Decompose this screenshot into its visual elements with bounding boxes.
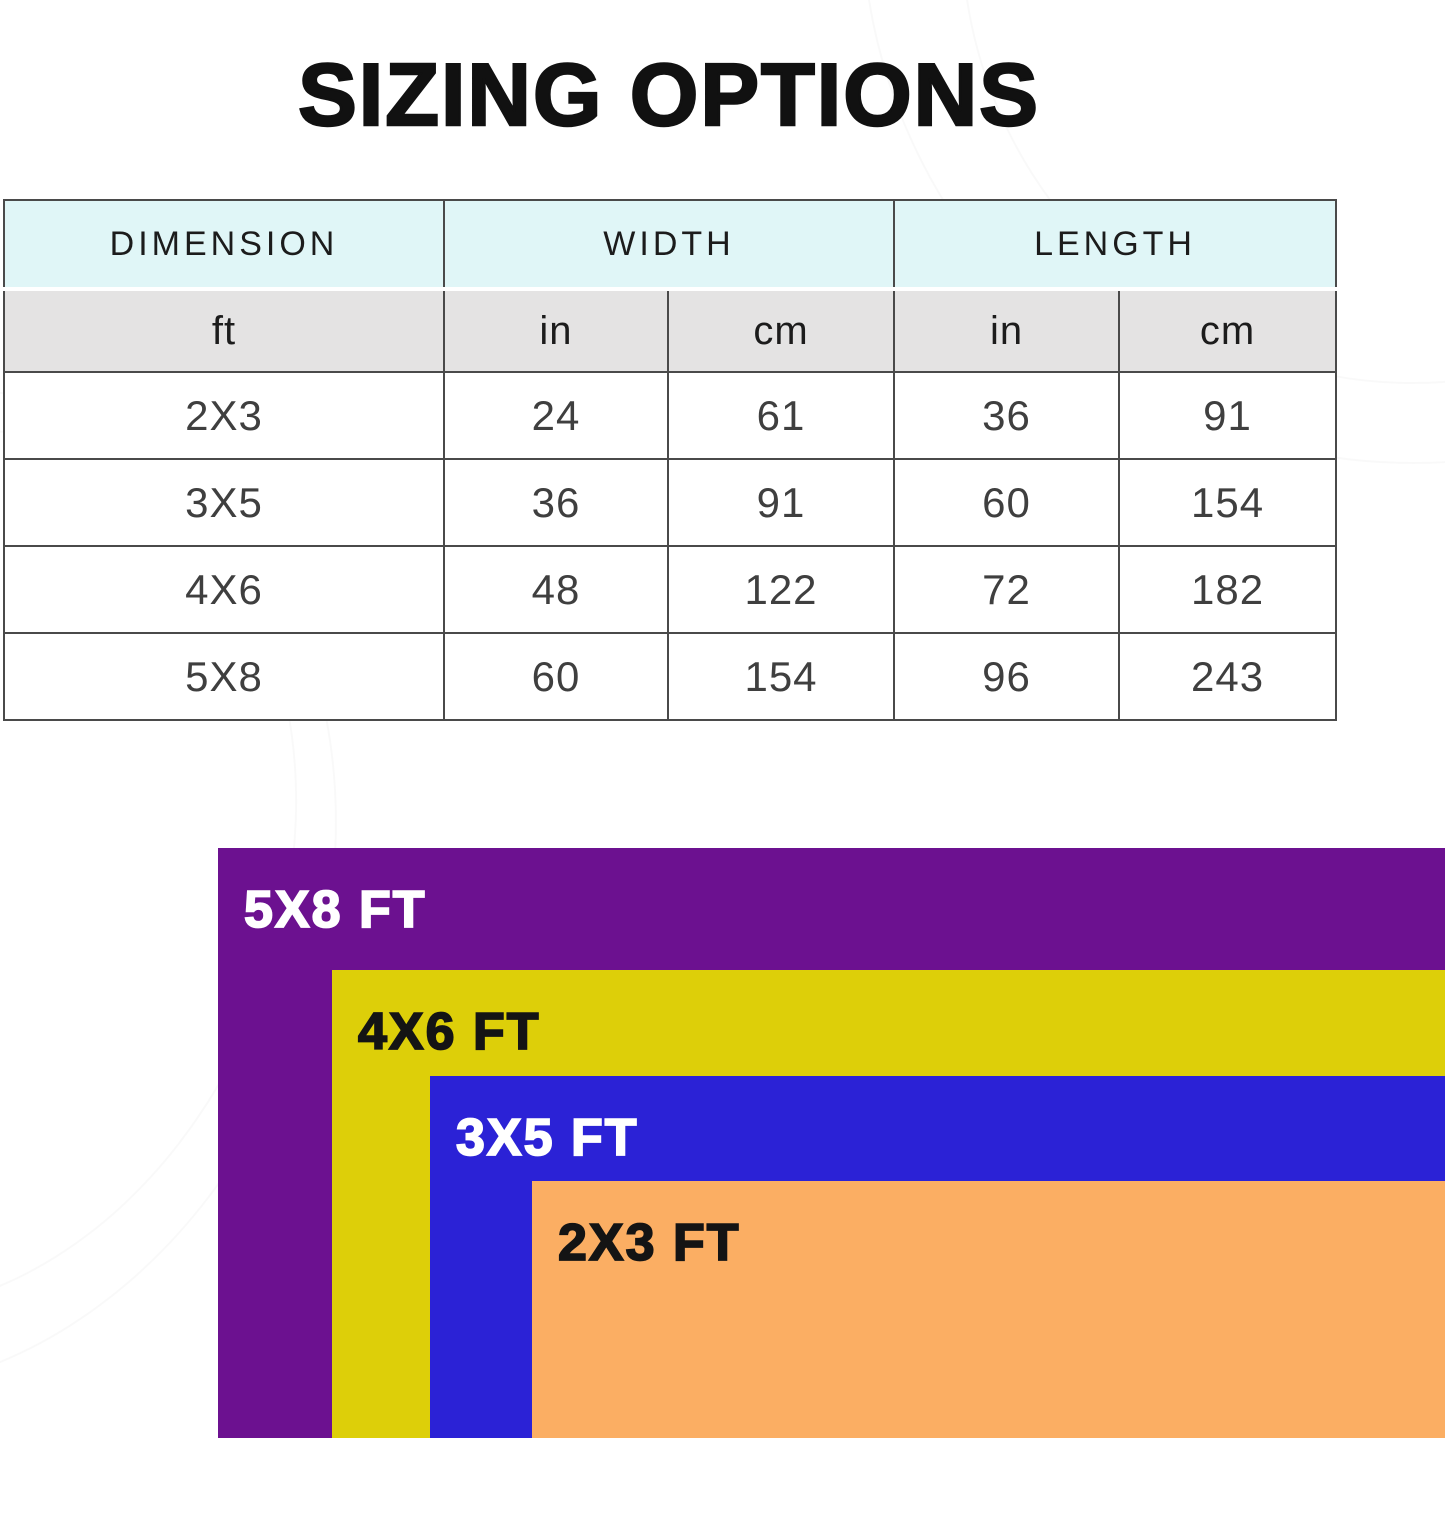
table-cell-width-in: 48 <box>443 545 669 634</box>
size-rect-label-3x5: 3X5 FT <box>455 1108 639 1168</box>
table-cell-width-in: 24 <box>443 371 669 460</box>
table-cell-length-cm: 182 <box>1118 545 1338 634</box>
table-row: 2X3 24 61 36 91 <box>3 371 1338 460</box>
table-cell-dimension: 4X6 <box>3 545 445 634</box>
table-cell-length-cm: 243 <box>1118 632 1338 721</box>
table-cell-length-cm: 154 <box>1118 458 1338 547</box>
unit-cell-length-in: in <box>893 288 1121 373</box>
unit-cell-width-cm: cm <box>666 288 896 373</box>
table-header-dimension: DIMENSION <box>3 199 445 291</box>
page-title: SIZING OPTIONS <box>297 44 1040 146</box>
size-rect-label-2x3: 2X3 FT <box>557 1213 741 1273</box>
table-cell-length-in: 96 <box>893 632 1121 721</box>
size-rect-label-5x8: 5X8 FT <box>243 880 427 940</box>
table-row: 4X6 48 122 72 182 <box>3 545 1338 634</box>
size-rect-5x8: 5X8 FT <box>218 848 1445 1438</box>
table-header-width: WIDTH <box>442 199 896 291</box>
table-cell-width-cm: 91 <box>666 458 896 547</box>
table-header-length: LENGTH <box>893 199 1338 291</box>
table-cell-length-in: 60 <box>893 458 1121 547</box>
size-rect-3x5: 3X5 FT <box>430 1076 1445 1438</box>
size-rect-2x3: 2X3 FT <box>532 1181 1445 1438</box>
table-cell-width-cm: 61 <box>666 371 896 460</box>
table-cell-width-cm: 122 <box>666 545 896 634</box>
table-cell-dimension: 2X3 <box>3 371 445 460</box>
unit-cell-length-cm: cm <box>1118 288 1338 373</box>
table-cell-dimension: 5X8 <box>3 632 445 721</box>
table-row: 5X8 60 154 96 243 <box>3 632 1338 721</box>
table-header-row: DIMENSION WIDTH LENGTH <box>3 199 1338 291</box>
table-cell-length-in: 36 <box>893 371 1121 460</box>
unit-cell-ft: ft <box>3 288 445 373</box>
table-row: 3X5 36 91 60 154 <box>3 458 1338 547</box>
table-cell-width-in: 60 <box>443 632 669 721</box>
table-cell-length-cm: 91 <box>1118 371 1338 460</box>
table-cell-length-in: 72 <box>893 545 1121 634</box>
table-cell-dimension: 3X5 <box>3 458 445 547</box>
size-rect-label-4x6: 4X6 FT <box>357 1002 541 1062</box>
table-unit-row: ft in cm in cm <box>3 288 1338 373</box>
sizing-table: DIMENSION WIDTH LENGTH ft in cm in cm 2X… <box>3 199 1338 721</box>
table-cell-width-in: 36 <box>443 458 669 547</box>
unit-cell-width-in: in <box>443 288 669 373</box>
size-rect-4x6: 4X6 FT <box>332 970 1445 1438</box>
table-cell-width-cm: 154 <box>666 632 896 721</box>
